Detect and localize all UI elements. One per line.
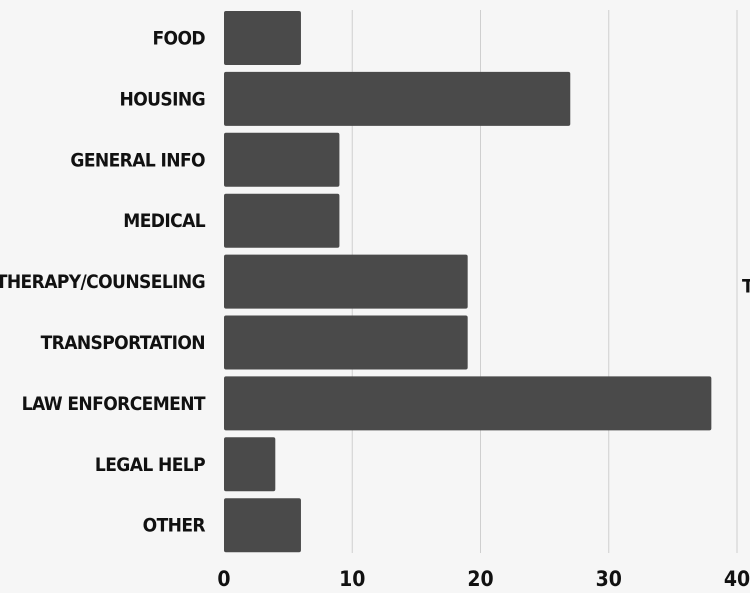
x-tick-label-20: 20	[467, 567, 493, 591]
category-label-transportation: TRANSPORTATION	[41, 332, 205, 354]
category-label-therapy-counseling: THERAPY/COUNSELING	[0, 271, 205, 293]
bars	[224, 11, 712, 553]
bar-other	[224, 498, 301, 553]
bar-therapy-counseling	[224, 254, 468, 309]
x-tick-label-10: 10	[339, 567, 365, 591]
category-label-other: OTHER	[143, 515, 206, 537]
bar-general-info	[224, 132, 340, 187]
x-tick-label-0: 0	[217, 567, 230, 591]
category-label-law-enforcement: LAW ENFORCEMENT	[22, 393, 206, 415]
bar-medical	[224, 193, 340, 248]
category-label-food: FOOD	[152, 28, 205, 50]
category-label-medical: MEDICAL	[123, 210, 205, 232]
category-label-legal-help: LEGAL HELP	[95, 454, 205, 476]
category-label-housing: HOUSING	[119, 88, 205, 110]
bar-transportation	[224, 315, 468, 370]
category-label-general-info: GENERAL INFO	[70, 149, 205, 171]
bar-housing	[224, 71, 571, 126]
bar-legal-help	[224, 437, 276, 492]
x-axis-ticks: 0 10 20 30 40	[217, 567, 750, 591]
category-labels: FOOD HOUSING GENERAL INFO MEDICAL THERAPY/CO…	[0, 28, 207, 537]
clipped-edge-text: T	[742, 276, 750, 298]
x-tick-label-40: 40	[724, 567, 750, 591]
x-tick-label-30: 30	[596, 567, 622, 591]
bar-law-enforcement	[224, 376, 712, 431]
bar-food	[224, 11, 301, 65]
